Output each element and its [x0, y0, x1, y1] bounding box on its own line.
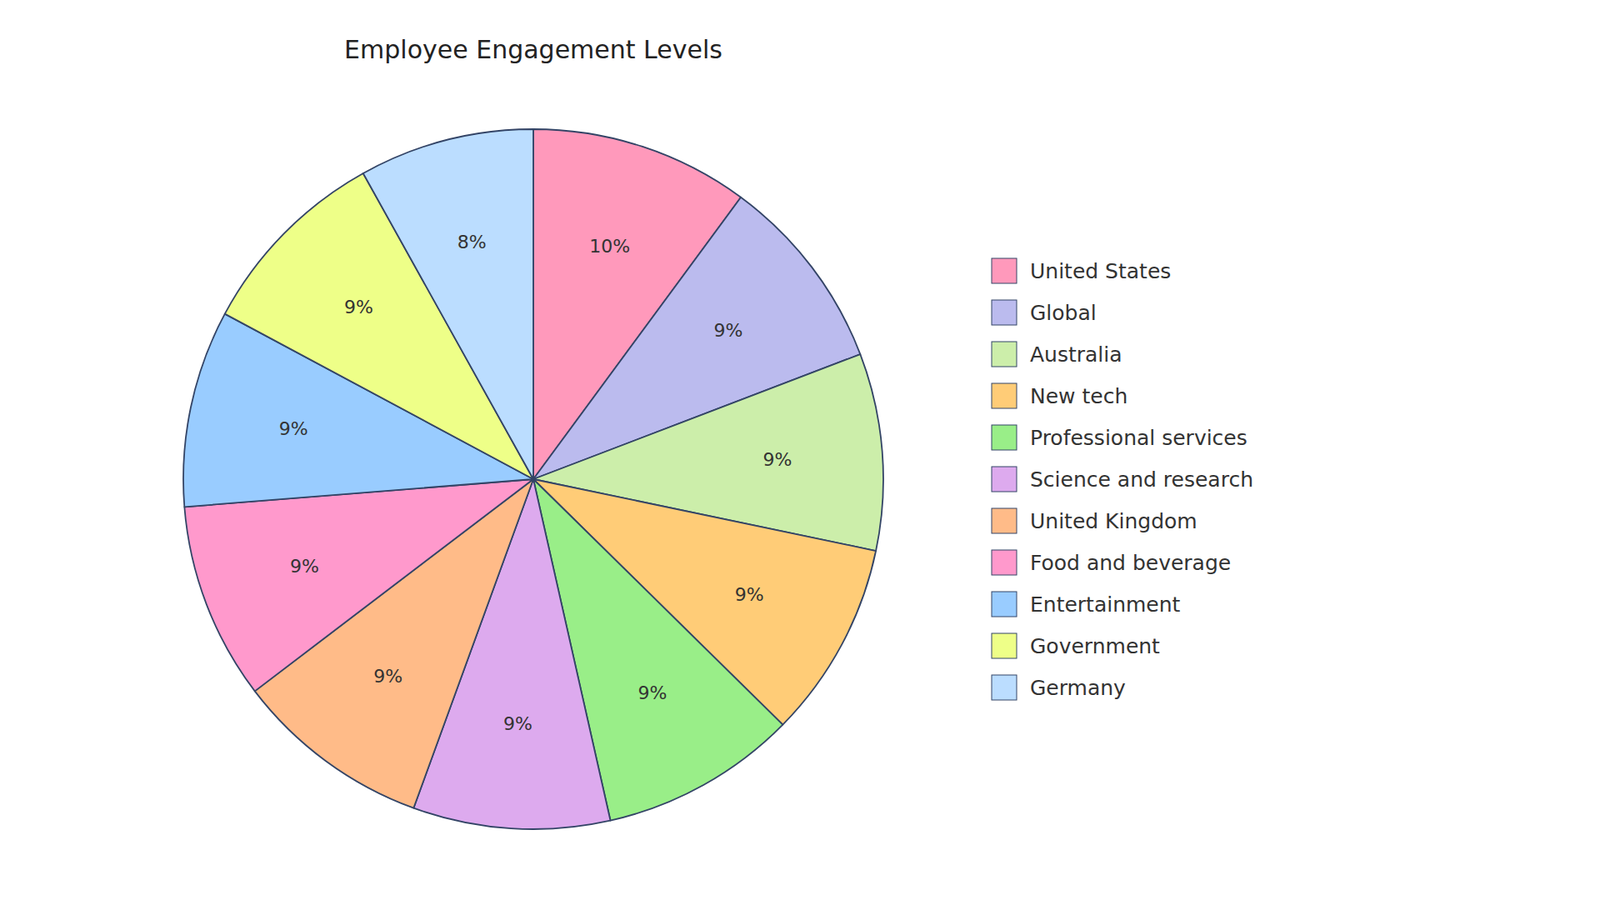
- legend-entry: United States: [1030, 259, 1171, 284]
- data-labels: 10% 9% 9% 9% 9% 9% 9% 9% 9% 9% 8%: [279, 231, 793, 735]
- data-label: 9%: [279, 418, 309, 440]
- data-label: 9%: [503, 713, 533, 735]
- data-label: 10%: [589, 235, 630, 257]
- data-label: 9%: [290, 555, 320, 577]
- title: Employee Engagement Levels: [344, 35, 723, 65]
- legend-entry: Professional services: [1030, 425, 1248, 450]
- data-label: 8%: [457, 231, 487, 253]
- data-label: 9%: [637, 682, 667, 704]
- legend-swatch: [991, 550, 1017, 575]
- legend-swatch: [991, 633, 1017, 659]
- chart: Employee Engagement Levels 10% 9% 9% 9% 9% 9% 9…: [0, 0, 1600, 900]
- slice: [363, 129, 534, 480]
- legend-swatch: [991, 466, 1017, 492]
- legend-swatch: [991, 508, 1017, 534]
- data-label: 9%: [373, 665, 403, 687]
- legend-entry: New tech: [1030, 384, 1128, 409]
- legend-entry: Food and beverage: [1030, 550, 1231, 575]
- legend-swatch: [991, 300, 1017, 325]
- legend-entry: United Kingdom: [1030, 509, 1198, 534]
- legend-entry: Global: [1030, 300, 1097, 325]
- legend-swatch: [991, 425, 1017, 450]
- data-label: 9%: [714, 320, 744, 341]
- background: [0, 0, 1600, 900]
- slices: [183, 129, 884, 830]
- legend-swatch: [991, 258, 1017, 284]
- legend-entry: Entertainment: [1030, 592, 1181, 617]
- legend-swatch: [991, 591, 1017, 617]
- legend-entry: Government: [1030, 634, 1160, 659]
- legend: United States Global Australia New tech Prof…: [991, 258, 1254, 700]
- legend-entry: Germany: [1030, 675, 1126, 700]
- legend-entry: Australia: [1030, 342, 1123, 367]
- data-label: 9%: [735, 584, 765, 605]
- chart-container: Employee Engagement Levels 10% 9% 9% 9% 9% 9% 9…: [0, 0, 1600, 900]
- legend-entry: Science and research: [1030, 467, 1254, 492]
- legend-swatch: [991, 675, 1017, 700]
- legend-swatch: [991, 341, 1017, 367]
- legend-swatch: [991, 383, 1017, 409]
- data-label: 9%: [763, 449, 793, 470]
- slice: [184, 479, 534, 691]
- data-label: 9%: [344, 296, 374, 318]
